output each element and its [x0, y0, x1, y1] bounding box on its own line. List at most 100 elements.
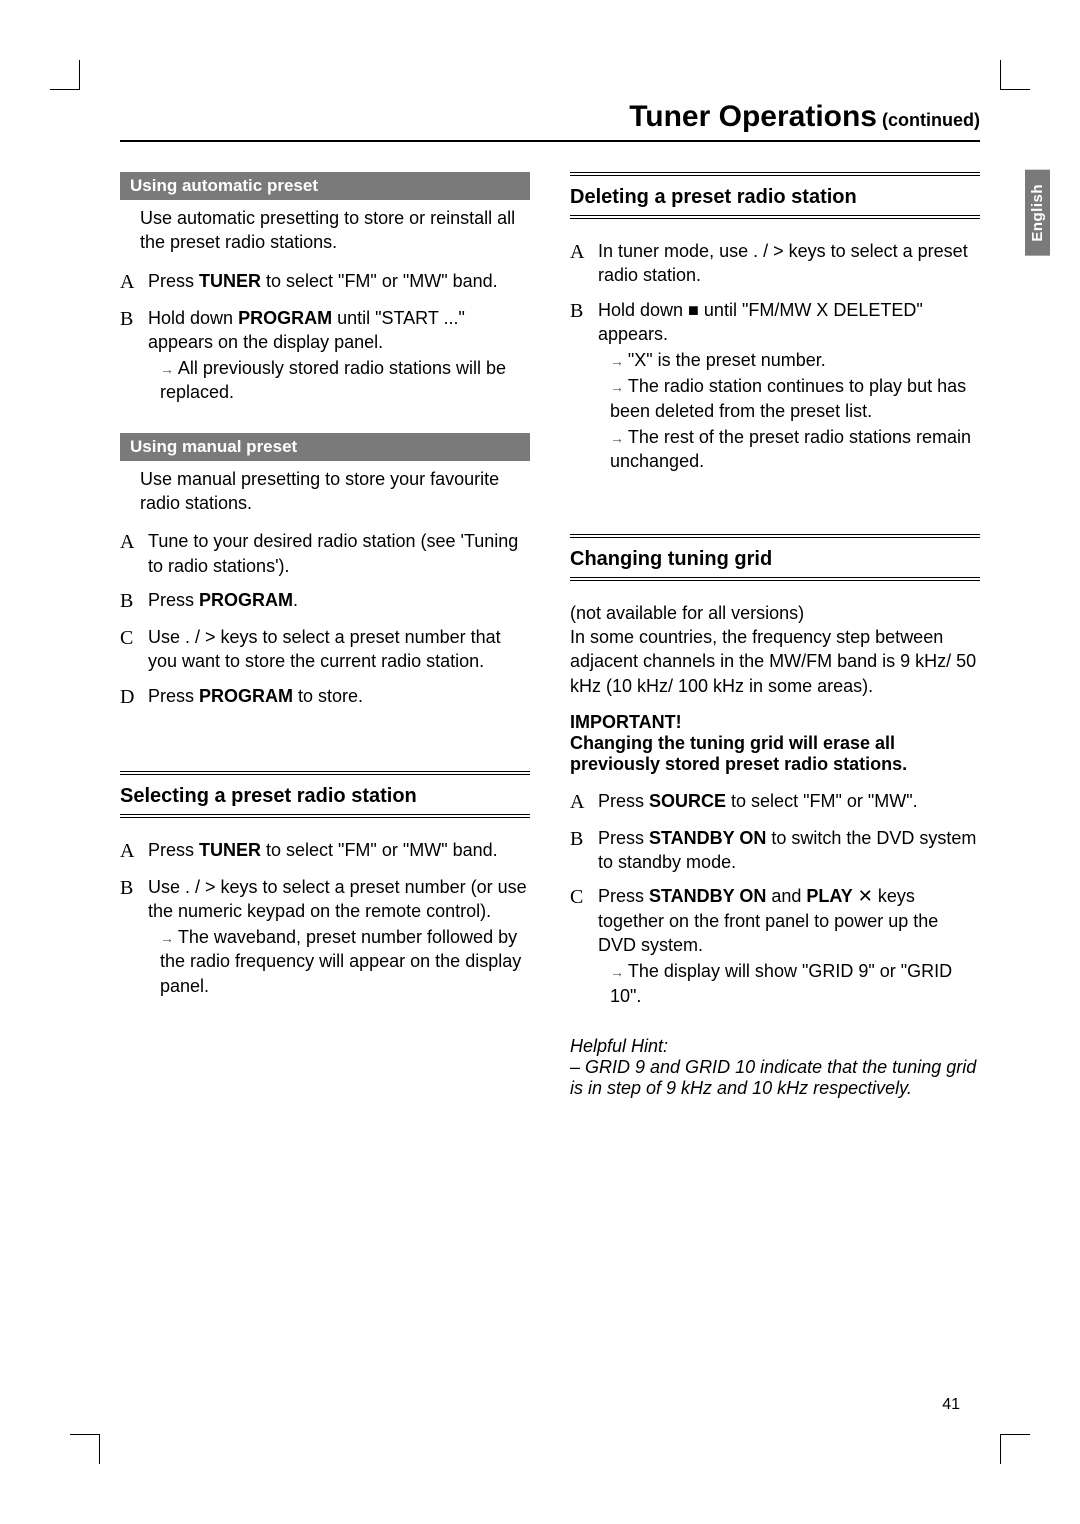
text: Press — [148, 590, 199, 610]
auto-preset-step-b: B Hold down PROGRAM until "START ..." ap… — [120, 306, 530, 405]
step-letter: B — [120, 306, 148, 405]
text-bold: PLAY — [806, 886, 852, 906]
changing-step-b: B Press STANDBY ON to switch the DVD sys… — [570, 826, 980, 875]
selecting-step-a: A Press TUNER to select "FM" or "MW" ban… — [120, 838, 530, 865]
step-body: Press PROGRAM. — [148, 588, 530, 615]
step-body: Use . / > keys to select a preset number… — [148, 875, 530, 998]
step-body: Press PROGRAM to store. — [148, 684, 530, 711]
step-letter: B — [570, 298, 598, 474]
crop-mark — [70, 1434, 100, 1464]
step-letter: C — [570, 884, 598, 1007]
sub-note: All previously stored radio stations wil… — [160, 356, 530, 405]
step-letter: A — [120, 529, 148, 578]
step-letter: B — [570, 826, 598, 875]
hint-label: Helpful Hint: — [570, 1036, 980, 1057]
text: Press — [598, 828, 649, 848]
step-letter: A — [120, 838, 148, 865]
step-body: Hold down ■ until "FM/MW X DELETED" appe… — [598, 298, 980, 474]
section-rule — [570, 215, 980, 219]
selecting-step-b: B Use . / > keys to select a preset numb… — [120, 875, 530, 998]
sub-note: The display will show "GRID 9" or "GRID … — [610, 959, 980, 1008]
step-letter: B — [120, 588, 148, 615]
crop-mark — [1000, 60, 1030, 90]
text: to store. — [293, 686, 363, 706]
text: GRID 9 and GRID 10 indicate that the tun… — [570, 1057, 976, 1098]
page-content: Tuner Operations (continued) English Usi… — [120, 100, 980, 1424]
important-block: IMPORTANT! Changing the tuning grid will… — [570, 712, 980, 775]
page-number: 41 — [942, 1396, 960, 1414]
step-letter: B — [120, 875, 148, 998]
step-body: In tuner mode, use . / > keys to select … — [598, 239, 980, 288]
text-bold: TUNER — [199, 840, 261, 860]
two-column-layout: Using automatic preset Use automatic pre… — [120, 172, 980, 1099]
page-title: Tuner Operations — [629, 100, 877, 133]
manual-preset-step-c: C Use . / > keys to select a preset numb… — [120, 625, 530, 674]
auto-preset-heading: Using automatic preset — [120, 172, 530, 200]
step-body: Tune to your desired radio station (see … — [148, 529, 530, 578]
step-body: Press SOURCE to select "FM" or "MW". — [598, 789, 980, 816]
text: Hold down — [148, 308, 238, 328]
text: Press — [148, 686, 199, 706]
page-title-continued: (continued) — [882, 110, 980, 130]
step-letter: A — [120, 269, 148, 296]
text: Press — [148, 840, 199, 860]
text: to select "FM" or "MW". — [726, 791, 918, 811]
page-title-row: Tuner Operations (continued) — [120, 100, 980, 142]
deleting-title: Deleting a preset radio station — [570, 186, 980, 209]
auto-preset-step-a: A Press TUNER to select "FM" or "MW" ban… — [120, 269, 530, 296]
step-body: Press STANDBY ON to switch the DVD syste… — [598, 826, 980, 875]
text: Hold down ■ until "FM/MW X DELETED" appe… — [598, 300, 923, 344]
text: and — [766, 886, 806, 906]
section-rule — [120, 771, 530, 781]
step-letter: A — [570, 789, 598, 816]
text: Press — [148, 271, 199, 291]
text-bold: PROGRAM — [238, 308, 332, 328]
step-letter: C — [120, 625, 148, 674]
text: Press — [598, 791, 649, 811]
hint-text: – GRID 9 and GRID 10 indicate that the t… — [570, 1057, 980, 1099]
crop-mark — [1000, 1434, 1030, 1464]
text-bold: SOURCE — [649, 791, 726, 811]
step-letter: D — [120, 684, 148, 711]
section-rule — [120, 814, 530, 818]
selecting-title: Selecting a preset radio station — [120, 785, 530, 808]
sub-note: The rest of the preset radio stations re… — [610, 425, 980, 474]
sub-note: "X" is the preset number. — [610, 348, 980, 372]
text-bold: PROGRAM — [199, 590, 293, 610]
changing-step-c: C Press STANDBY ON and PLAY ✕ keys toget… — [570, 884, 980, 1007]
step-body: Press TUNER to select "FM" or "MW" band. — [148, 269, 530, 296]
text: Use . / > keys to select a preset number… — [148, 877, 527, 921]
manual-preset-step-b: B Press PROGRAM. — [120, 588, 530, 615]
step-body: Press STANDBY ON and PLAY ✕ keys togethe… — [598, 884, 980, 1007]
right-column: Deleting a preset radio station A In tun… — [570, 172, 980, 1099]
text: to select "FM" or "MW" band. — [261, 271, 498, 291]
section-rule — [570, 172, 980, 182]
manual-preset-heading: Using manual preset — [120, 433, 530, 461]
text-bold: STANDBY ON — [649, 828, 766, 848]
text-bold: TUNER — [199, 271, 261, 291]
sub-note: The waveband, preset number followed by … — [160, 925, 530, 998]
step-body: Hold down PROGRAM until "START ..." appe… — [148, 306, 530, 405]
changing-step-a: A Press SOURCE to select "FM" or "MW". — [570, 789, 980, 816]
sub-note: The radio station continues to play but … — [610, 374, 980, 423]
section-rule — [570, 577, 980, 581]
step-body: Press TUNER to select "FM" or "MW" band. — [148, 838, 530, 865]
deleting-step-b: B Hold down ■ until "FM/MW X DELETED" ap… — [570, 298, 980, 474]
changing-intro: (not available for all versions) In some… — [570, 601, 980, 698]
text: . — [293, 590, 298, 610]
auto-preset-intro: Use automatic presetting to store or rei… — [140, 206, 530, 255]
hint-block: Helpful Hint: – GRID 9 and GRID 10 indic… — [570, 1036, 980, 1099]
deleting-step-a: A In tuner mode, use . / > keys to selec… — [570, 239, 980, 288]
manual-preset-step-a: A Tune to your desired radio station (se… — [120, 529, 530, 578]
step-letter: A — [570, 239, 598, 288]
important-text: Changing the tuning grid will erase all … — [570, 733, 980, 775]
important-label: IMPORTANT! — [570, 712, 980, 733]
step-body: Use . / > keys to select a preset number… — [148, 625, 530, 674]
text: to select "FM" or "MW" band. — [261, 840, 498, 860]
left-column: Using automatic preset Use automatic pre… — [120, 172, 530, 1099]
text-bold: STANDBY ON — [649, 886, 766, 906]
section-rule — [570, 534, 980, 544]
crop-mark — [50, 60, 80, 90]
text: Press — [598, 886, 649, 906]
language-tab: English — [1025, 170, 1050, 256]
